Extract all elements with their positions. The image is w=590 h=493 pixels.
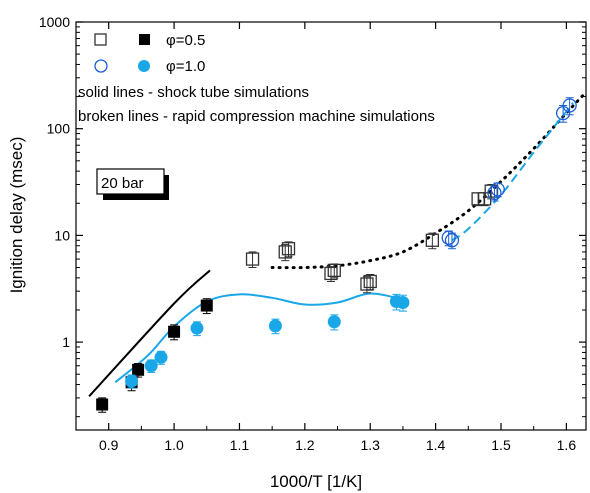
data-point-circle-open — [490, 182, 505, 197]
x-axis-title: 1000/T [1/K] — [270, 472, 362, 491]
solid-simulation-line — [114, 292, 404, 384]
data-point-circle-open — [562, 98, 577, 113]
legend-filled-circle-phi10 — [138, 60, 150, 72]
x-tick-label: 1.0 — [164, 437, 184, 453]
legend: φ=0.5 φ=1.0 — [94, 32, 205, 75]
y-tick-label: 100 — [47, 121, 71, 137]
pressure-box-frame — [96, 168, 165, 195]
x-tick-label: 1.3 — [360, 437, 380, 453]
data-point-square-filled — [168, 325, 181, 338]
x-tick-label: 1.6 — [557, 437, 577, 453]
data-point-square-open — [425, 233, 439, 247]
experimental-points — [96, 97, 577, 413]
x-tick-label: 1.1 — [230, 437, 250, 453]
x-tick-label: 1.4 — [426, 437, 446, 453]
y-axis-title: Ignition delay (msec) — [7, 137, 26, 294]
x-tick-label: 1.2 — [295, 437, 315, 453]
pressure-label: 20 bar — [101, 175, 144, 192]
data-point-circle-filled — [125, 374, 139, 388]
data-point-circle-filled — [190, 321, 204, 335]
data-point-square-open — [278, 245, 292, 259]
x-tick-label: 1.5 — [491, 437, 511, 453]
data-point-circle-open — [441, 230, 456, 245]
data-point-circle-open — [487, 185, 502, 201]
data-point-circle-filled — [154, 350, 168, 364]
data-point-square-open — [245, 252, 260, 266]
data-point-square-open — [324, 266, 338, 281]
data-point-circle-filled — [396, 295, 410, 309]
data-point-square-open — [484, 184, 498, 198]
broken-lines-note: broken lines - rapid compression machine… — [78, 108, 435, 125]
pressure-box: 20 bar — [96, 168, 169, 200]
data-point-circle-filled — [268, 319, 282, 333]
data-point-circle-filled — [144, 359, 158, 373]
legend-filled-square-phi05 — [139, 34, 150, 45]
data-point-square-open — [360, 277, 374, 291]
y-tick-label: 1 — [62, 334, 70, 350]
solid-simulation-line — [88, 269, 211, 398]
simulation-lines — [88, 90, 588, 398]
data-point-square-filled — [132, 363, 145, 376]
data-point-square-open — [281, 242, 296, 256]
legend-open-circle-phi10 — [94, 59, 108, 73]
axis-ticks: 0.9 1.0 1.1 1.2 1.3 1.4 1.5 1.6 1 10 100 1000 — [39, 14, 586, 453]
legend-label-phi10: φ=1.0 — [166, 58, 205, 75]
x-tick-label: 0.9 — [99, 437, 119, 453]
y-tick-label: 10 — [54, 227, 70, 243]
legend-open-square-phi05 — [94, 33, 107, 46]
data-point-circle-open — [444, 233, 460, 248]
data-point-square-filled — [96, 398, 109, 411]
data-point-square-open — [363, 274, 377, 289]
y-tick-label: 1000 — [39, 14, 70, 30]
data-point-circle-filled — [327, 315, 341, 329]
solid-lines-note: solid lines - shock tube simulations — [78, 84, 309, 101]
dashed-simulation-line — [451, 102, 574, 242]
legend-label-phi05: φ=0.5 — [166, 32, 205, 49]
plot-frame — [75, 21, 587, 431]
data-point-square-filled — [200, 299, 213, 312]
data-point-square-open — [327, 263, 341, 278]
